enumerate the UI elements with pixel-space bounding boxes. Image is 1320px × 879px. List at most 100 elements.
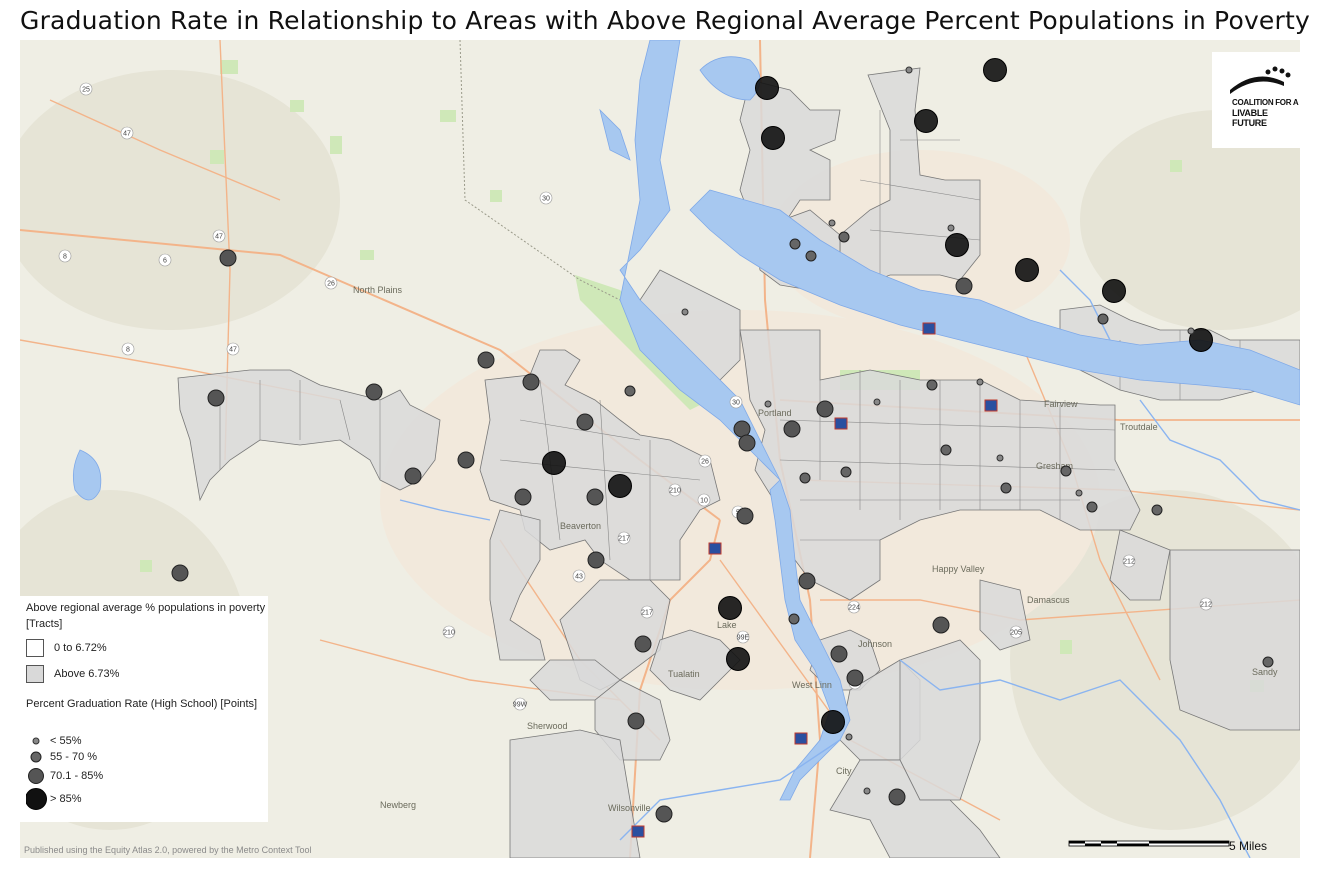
grad-point-medium[interactable] [799, 472, 811, 484]
grad-point-small[interactable] [1187, 327, 1195, 335]
grad-point-large[interactable] [207, 389, 225, 407]
grad-point-xlarge[interactable] [726, 647, 750, 671]
grad-point-small[interactable] [873, 398, 881, 406]
grad-point-large[interactable] [955, 277, 973, 295]
highway-shield-label: 212 [1123, 559, 1135, 566]
place-label: Beaverton [560, 521, 601, 531]
grad-point-small[interactable] [976, 378, 984, 386]
grad-point-large[interactable] [586, 488, 604, 506]
place-label: Troutdale [1120, 422, 1158, 432]
grad-point-large[interactable] [457, 451, 475, 469]
highway-shield-label: 47 [123, 131, 131, 138]
grad-point-small[interactable] [1075, 489, 1083, 497]
highway-shield-label: 26 [701, 459, 709, 466]
grad-point-medium[interactable] [788, 613, 800, 625]
grad-point-large[interactable] [627, 712, 645, 730]
grad-point-xlarge[interactable] [914, 109, 938, 133]
legend-swatch [26, 639, 44, 657]
grad-point-small[interactable] [828, 219, 836, 227]
highway-shield-label: 217 [641, 610, 653, 617]
map-canvas[interactable]: 25473047862684730262101021754321099W2172… [20, 40, 1300, 858]
grad-point-large[interactable] [634, 635, 652, 653]
place-label: Lake [717, 620, 737, 630]
highway-shield-label: 210 [669, 488, 681, 495]
grad-point-small[interactable] [905, 66, 913, 74]
grad-point-large[interactable] [932, 616, 950, 634]
grad-point-medium[interactable] [1151, 504, 1163, 516]
legend-point-symbol [30, 751, 42, 763]
grad-point-small[interactable] [947, 224, 955, 232]
grad-point-xlarge[interactable] [945, 233, 969, 257]
highway-shield-label: 8 [63, 254, 67, 261]
place-label: Sherwood [527, 721, 568, 731]
grad-point-medium[interactable] [926, 379, 938, 391]
grad-point-large[interactable] [477, 351, 495, 369]
highway-shield-label: 6 [163, 258, 167, 265]
legend-tracts-heading: Above regional average % populations in … [26, 602, 266, 630]
grad-point-large[interactable] [514, 488, 532, 506]
legend-points-heading: Percent Graduation Rate (High School) [P… [26, 698, 258, 710]
place-label: Happy Valley [932, 564, 985, 574]
highway-shield-label: 25 [82, 87, 90, 94]
place-label: Sandy [1252, 667, 1278, 677]
highway-shield-label: 8 [126, 347, 130, 354]
grad-point-large[interactable] [522, 373, 540, 391]
place-label-layer: North Plains Beaverton Portland Fairview… [353, 285, 1278, 813]
grad-point-medium[interactable] [838, 231, 850, 243]
grad-point-large[interactable] [404, 467, 422, 485]
grad-point-xlarge[interactable] [542, 451, 566, 475]
highway-shield-label: 224 [848, 605, 860, 612]
grad-point-xlarge[interactable] [821, 710, 845, 734]
grad-point-xlarge[interactable] [755, 76, 779, 100]
grad-point-medium[interactable] [1086, 501, 1098, 513]
highway-shield-label: 99W [513, 702, 528, 709]
highway-shield-label: 205 [1010, 630, 1022, 637]
place-label: West Linn [792, 680, 832, 690]
grad-point-medium[interactable] [1097, 313, 1109, 325]
grad-point-xlarge[interactable] [608, 474, 632, 498]
grad-point-small[interactable] [845, 733, 853, 741]
highway-shield-label: 210 [443, 630, 455, 637]
grad-point-medium[interactable] [789, 238, 801, 250]
legend-point-xlarge: > 85% [26, 788, 82, 810]
grad-point-large[interactable] [655, 805, 673, 823]
grad-point-xlarge[interactable] [718, 596, 742, 620]
graduation-points-layer [171, 58, 1274, 823]
grad-point-small[interactable] [764, 400, 772, 408]
streams [399, 269, 1300, 858]
grad-point-xlarge[interactable] [1189, 328, 1213, 352]
grad-point-large[interactable] [888, 788, 906, 806]
grad-point-large[interactable] [846, 669, 864, 687]
grad-point-large[interactable] [576, 413, 594, 431]
grad-point-xlarge[interactable] [1102, 279, 1126, 303]
highway-shield-label: 30 [732, 400, 740, 407]
grad-point-medium[interactable] [1262, 656, 1274, 668]
legend-tract-low: 0 to 6.72% [26, 637, 107, 659]
grad-point-medium[interactable] [1060, 465, 1072, 477]
grad-point-medium[interactable] [1000, 482, 1012, 494]
legend-point-large: 70.1 - 85% [26, 765, 103, 787]
grad-point-xlarge[interactable] [761, 126, 785, 150]
grad-point-large[interactable] [736, 507, 754, 525]
grad-point-small[interactable] [681, 308, 689, 316]
grad-point-large[interactable] [798, 572, 816, 590]
grad-point-small[interactable] [863, 787, 871, 795]
grad-point-large[interactable] [783, 420, 801, 438]
grad-point-xlarge[interactable] [983, 58, 1007, 82]
grad-point-medium[interactable] [840, 466, 852, 478]
grad-point-large[interactable] [219, 249, 237, 267]
grad-point-medium[interactable] [940, 444, 952, 456]
grad-point-xlarge[interactable] [1015, 258, 1039, 282]
grad-point-large[interactable] [830, 645, 848, 663]
grad-point-large[interactable] [587, 551, 605, 569]
grad-point-medium[interactable] [624, 385, 636, 397]
grad-point-large[interactable] [365, 383, 383, 401]
grad-point-medium[interactable] [805, 250, 817, 262]
highway-shield-label: 43 [575, 574, 583, 581]
map-title: Graduation Rate in Relationship to Areas… [20, 6, 1310, 35]
grad-point-large[interactable] [816, 400, 834, 418]
grad-point-small[interactable] [996, 454, 1004, 462]
grad-point-large[interactable] [738, 434, 756, 452]
highway-shield-labels: 25473047862684730262101021754321099W2172… [63, 87, 1212, 709]
grad-point-large[interactable] [171, 564, 189, 582]
